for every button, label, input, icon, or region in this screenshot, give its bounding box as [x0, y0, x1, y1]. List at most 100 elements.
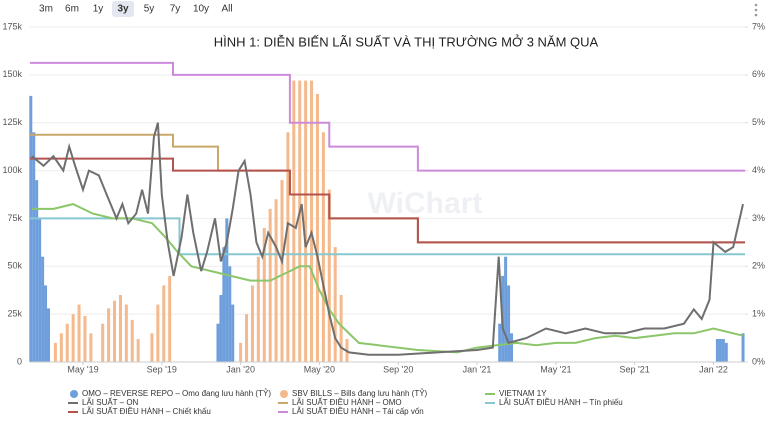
bar: [38, 218, 42, 362]
bar: [162, 285, 166, 362]
line: [31, 122, 744, 356]
bar: [250, 285, 254, 362]
bar: [168, 275, 172, 362]
range-button[interactable]: 3m: [39, 4, 53, 15]
bar: [47, 308, 51, 362]
y-tick-label: 175k: [2, 21, 22, 31]
bar: [65, 323, 69, 362]
legend-marker[interactable]: [280, 390, 288, 398]
y2-tick-label: 7%: [752, 21, 765, 31]
bar: [124, 304, 128, 362]
bar: [498, 323, 502, 362]
legend-label[interactable]: LÃI SUẤT – ON: [82, 397, 139, 407]
bar: [718, 339, 722, 362]
y-tick-label: 0: [17, 356, 22, 366]
bar: [268, 208, 272, 362]
bar: [304, 80, 308, 362]
bar: [239, 342, 243, 362]
bar: [333, 247, 337, 362]
bar: [53, 342, 57, 362]
bar: [507, 285, 511, 362]
y-tick-label: 150k: [2, 69, 22, 79]
x-tick-label: May '19: [67, 364, 98, 374]
y2-tick-label: 4%: [752, 165, 765, 175]
bar: [256, 256, 260, 362]
chart-title: HÌNH 1: DIỄN BIẾN LÃI SUẤT VÀ THỊ TRƯỜNG…: [214, 34, 599, 49]
bar: [274, 199, 278, 362]
y-tick-label: 125k: [2, 117, 22, 127]
bar: [41, 256, 45, 362]
y-tick-label: 50k: [7, 261, 22, 271]
x-tick-label: May '20: [304, 364, 335, 374]
legend-label[interactable]: LÃI SUẤT ĐIỀU HÀNH – Chiết khấu: [82, 406, 211, 416]
y-tick-label: 100k: [2, 165, 22, 175]
y2-tick-label: 5%: [752, 117, 765, 127]
range-button[interactable]: 3y: [117, 4, 129, 15]
legend-label[interactable]: OMO – REVERSE REPO – Omo đang lưu hành (…: [82, 389, 271, 398]
bar: [321, 132, 325, 362]
line: [30, 157, 745, 244]
bar: [510, 333, 514, 362]
bar: [286, 132, 290, 362]
bar: [118, 295, 122, 362]
bar: [504, 256, 508, 362]
bar: [262, 228, 266, 362]
y2-tick-label: 0%: [752, 356, 765, 366]
bar: [292, 80, 296, 362]
bar: [228, 266, 232, 362]
y2-tick-label: 1%: [752, 309, 765, 319]
legend-label[interactable]: VIETNAM 1Y: [499, 389, 547, 398]
bar: [83, 316, 87, 362]
x-tick-label: Sep '21: [620, 364, 650, 374]
bar: [156, 304, 160, 362]
line: [31, 203, 744, 354]
bar: [101, 323, 105, 362]
bar: [327, 189, 331, 362]
bar: [107, 308, 111, 362]
line: [30, 217, 745, 256]
legend-label[interactable]: LÃI SUẤT ĐIỀU HÀNH – Tín phiếu: [499, 397, 623, 407]
line: [30, 61, 745, 172]
y2-tick-label: 6%: [752, 69, 765, 79]
y-tick-label: 75k: [7, 213, 22, 223]
legend-label[interactable]: LÃI SUẤT ĐIỀU HÀNH – OMO: [292, 397, 402, 407]
bar: [245, 314, 249, 362]
bar: [225, 218, 229, 362]
menu-icon[interactable]: [754, 3, 758, 17]
bar: [29, 95, 33, 363]
bar: [113, 300, 117, 362]
range-button[interactable]: 6m: [65, 4, 79, 15]
bar: [280, 180, 284, 362]
bar: [89, 333, 93, 362]
range-button[interactable]: 5y: [144, 4, 155, 15]
bar: [231, 304, 235, 362]
y2-tick-label: 2%: [752, 261, 765, 271]
legend-label[interactable]: LÃI SUẤT ĐIỀU HÀNH – Tái cấp vốn: [292, 406, 424, 416]
bar: [130, 319, 134, 362]
x-tick-label: May '21: [540, 364, 571, 374]
bar: [741, 333, 745, 362]
y-tick-label: 25k: [7, 309, 22, 319]
x-tick-label: Sep '20: [383, 364, 413, 374]
range-button[interactable]: 7y: [170, 4, 181, 15]
bar: [298, 80, 302, 362]
bar: [71, 314, 75, 362]
bar: [222, 247, 226, 362]
bar: [216, 323, 220, 362]
range-button[interactable]: 1y: [93, 4, 104, 15]
watermark: WiChart: [368, 187, 483, 220]
range-button-bg[interactable]: [112, 1, 134, 17]
bar: [715, 339, 719, 362]
bar: [724, 342, 728, 362]
range-button[interactable]: 10y: [193, 4, 209, 15]
x-tick-label: Jan '20: [226, 364, 255, 374]
bar: [315, 94, 319, 362]
bar: [32, 132, 36, 362]
legend-label[interactable]: SBV BILLS – Bills đang lưu hành (TỶ): [292, 389, 428, 398]
range-button[interactable]: All: [221, 4, 232, 15]
bar: [310, 80, 314, 362]
legend-marker[interactable]: [70, 390, 78, 398]
bar: [136, 339, 140, 362]
